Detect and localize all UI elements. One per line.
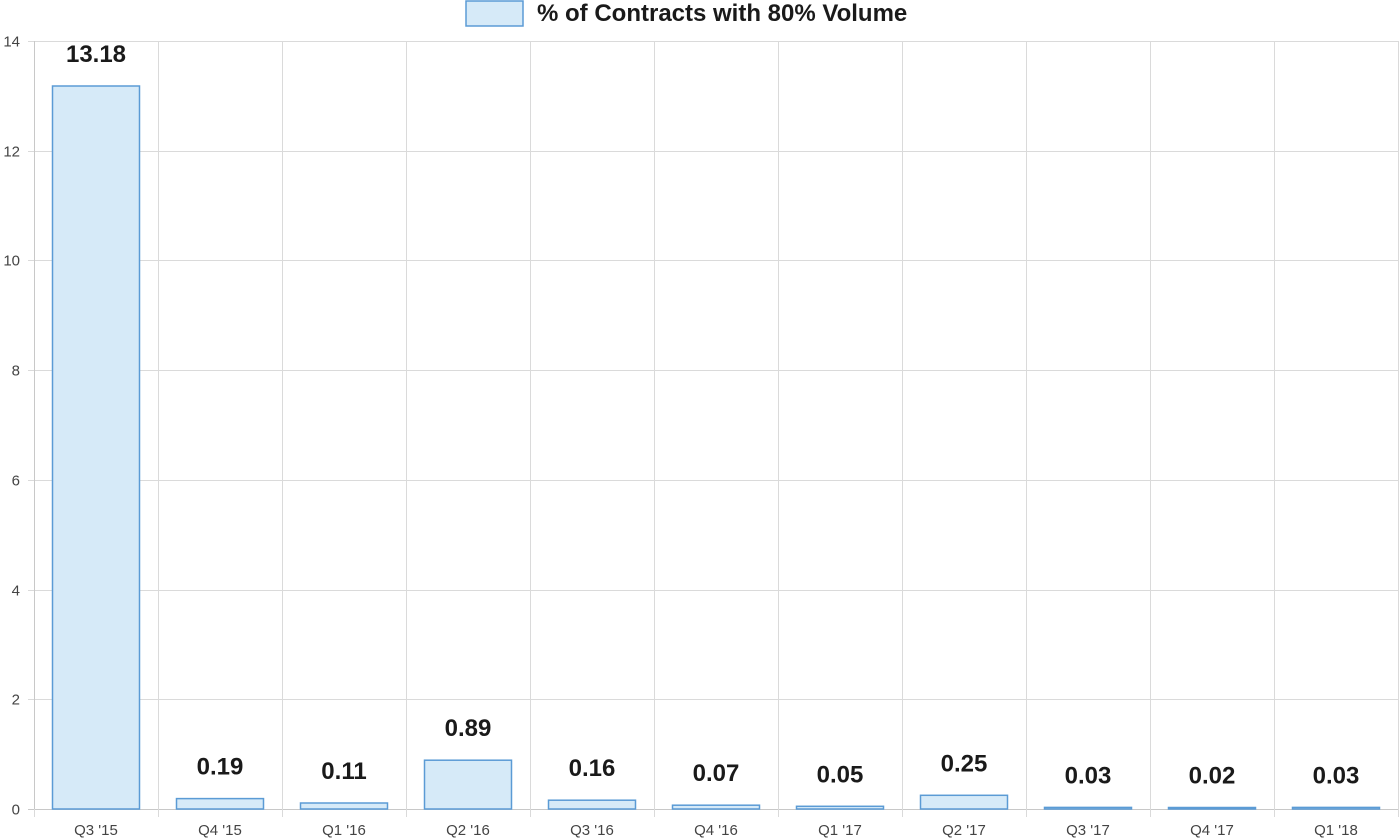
bar[interactable] — [1291, 806, 1381, 810]
y-tick-label: 4 — [12, 583, 20, 600]
data-label: 0.25 — [941, 750, 988, 777]
bar[interactable] — [51, 85, 141, 810]
bar[interactable] — [919, 794, 1009, 810]
y-tick-label: 10 — [3, 253, 20, 270]
y-tick-label: 8 — [12, 363, 20, 380]
x-tick-label: Q3 '15 — [74, 822, 118, 838]
x-tick-label: Q4 '15 — [198, 822, 242, 838]
bars — [51, 85, 1381, 810]
y-tick-label: 14 — [3, 34, 20, 51]
bar[interactable] — [671, 804, 761, 810]
x-tick-label: Q2 '17 — [942, 822, 986, 838]
x-tick-label: Q4 '16 — [694, 822, 738, 838]
data-label: 0.03 — [1313, 762, 1360, 789]
bar[interactable] — [423, 759, 513, 810]
legend-swatch[interactable] — [465, 0, 524, 27]
data-label: 0.07 — [693, 760, 740, 787]
grid — [28, 41, 1399, 817]
x-tick-label: Q1 '18 — [1314, 822, 1358, 838]
bar[interactable] — [1167, 806, 1257, 810]
bar[interactable] — [175, 797, 265, 810]
x-tick-label: Q4 '17 — [1190, 822, 1234, 838]
y-tick-label: 6 — [12, 473, 20, 490]
data-labels: 13.18 0.19 0.11 0.89 0.16 0.07 0.05 0.25 0.03 0.0… — [66, 41, 1359, 790]
data-label: 0.89 — [445, 715, 492, 742]
data-label: 0.19 — [197, 754, 244, 781]
bar[interactable] — [299, 802, 389, 810]
y-tick-label: 12 — [3, 144, 20, 161]
x-tick-label: Q3 '16 — [570, 822, 614, 838]
x-tick-label: Q3 '17 — [1066, 822, 1110, 838]
legend-label[interactable]: % of Contracts with 80% Volume — [537, 0, 907, 27]
y-tick-label: 0 — [12, 802, 20, 819]
legend[interactable]: % of Contracts with 80% Volume — [465, 0, 907, 27]
data-label: 0.03 — [1065, 762, 1112, 789]
x-tick-label: Q2 '16 — [446, 822, 490, 838]
data-label: 13.18 — [66, 41, 126, 68]
bar[interactable] — [795, 805, 885, 810]
data-label: 0.16 — [569, 755, 616, 782]
bar[interactable] — [547, 799, 637, 810]
data-label: 0.02 — [1189, 763, 1236, 790]
y-tick-label: 2 — [12, 692, 20, 709]
x-tick-label: Q1 '16 — [322, 822, 366, 838]
x-tick-label: Q1 '17 — [818, 822, 862, 838]
bar[interactable] — [1043, 806, 1133, 810]
data-label: 0.05 — [817, 761, 864, 788]
data-label: 0.11 — [321, 758, 366, 785]
axes: 0 2 4 6 8 10 12 14 Q3 '15 Q4 '15 Q1 '16 Q2 '16 Q3 '1… — [3, 34, 1358, 838]
